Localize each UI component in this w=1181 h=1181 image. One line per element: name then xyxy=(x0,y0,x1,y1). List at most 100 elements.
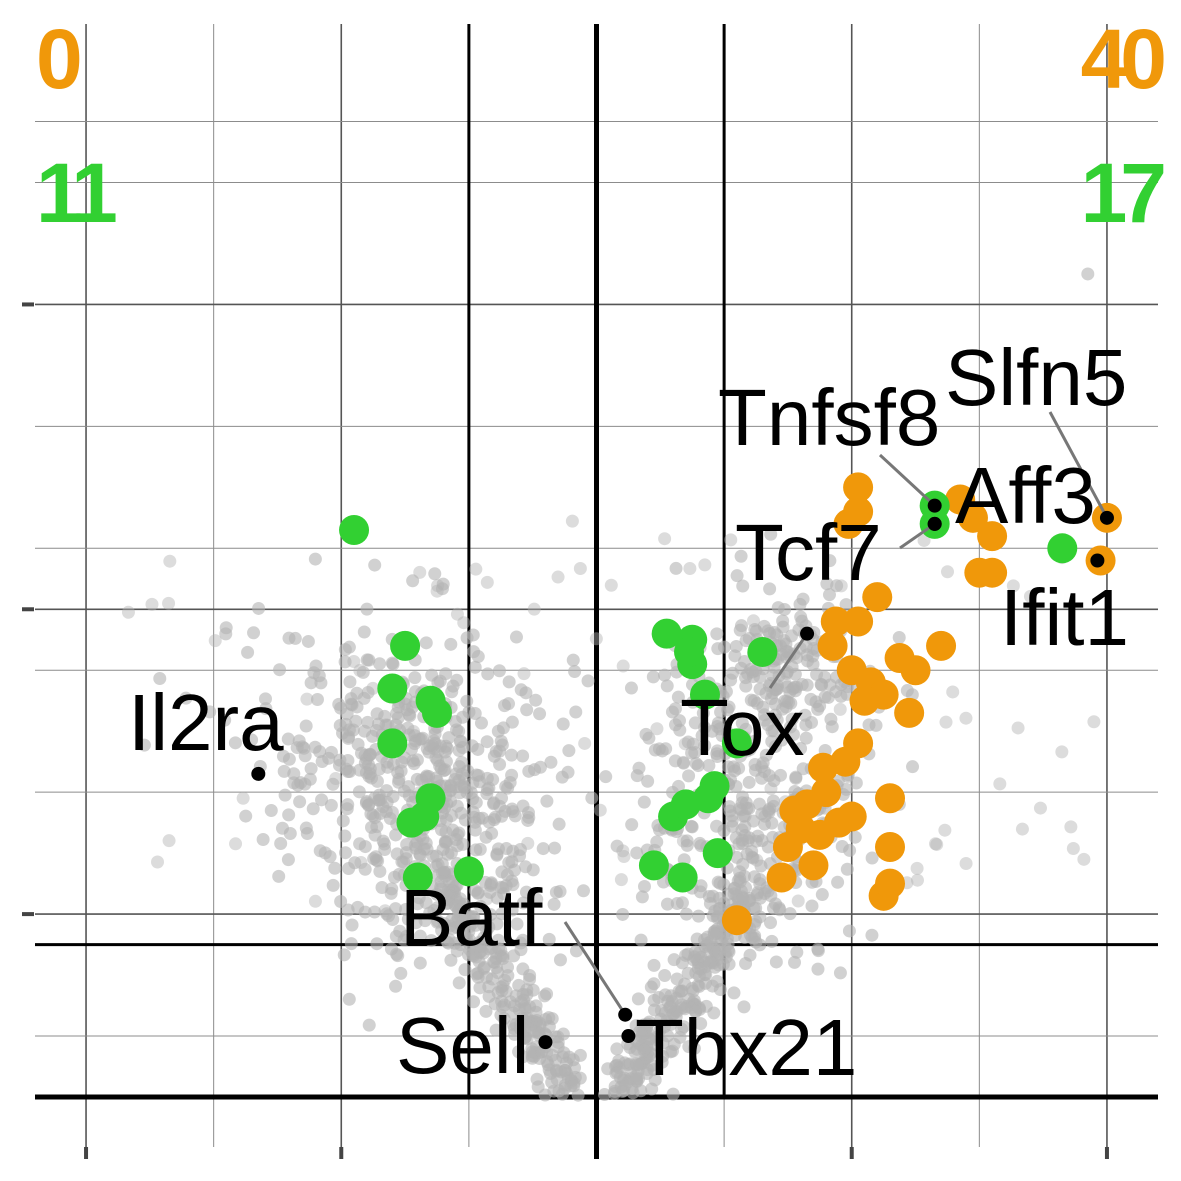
gene-point xyxy=(763,916,777,930)
gene-point xyxy=(739,796,753,810)
gene-point xyxy=(328,861,342,875)
gene-point xyxy=(940,565,954,579)
count-up-right: 40 xyxy=(1081,12,1165,106)
gene-point xyxy=(799,718,813,732)
gene-point xyxy=(333,718,347,732)
up-gene-point xyxy=(820,606,851,637)
gene-point xyxy=(399,929,413,943)
count-up-left: 0 xyxy=(36,12,80,106)
gene-point xyxy=(742,775,756,789)
gene-point xyxy=(495,738,509,752)
gene-point xyxy=(392,775,406,789)
gene-point xyxy=(788,955,802,969)
gene-point xyxy=(368,905,382,919)
gene-point xyxy=(372,762,386,776)
gene-point xyxy=(324,798,338,812)
gene-point xyxy=(688,1004,702,1018)
gene-point xyxy=(370,937,384,951)
gene-point xyxy=(452,976,466,990)
gene-point xyxy=(555,770,569,784)
gene-point xyxy=(413,929,427,943)
gene-point xyxy=(630,1058,644,1072)
gene-point xyxy=(794,742,808,756)
gene-point xyxy=(848,830,862,844)
gene-point xyxy=(688,716,702,730)
gene-point xyxy=(571,1088,585,1102)
label-leader-tcf7 xyxy=(899,522,936,550)
gene-point xyxy=(208,634,222,648)
gene-point xyxy=(478,875,492,889)
gene-point xyxy=(444,953,458,967)
gene-point xyxy=(481,667,495,681)
gene-point xyxy=(910,873,924,887)
gene-point xyxy=(637,1043,651,1057)
up-gene-point xyxy=(957,502,988,533)
gene-point xyxy=(454,779,468,793)
gene-point xyxy=(610,1042,624,1056)
labeled-gene-point-batf xyxy=(618,1007,633,1022)
gene-point xyxy=(665,705,679,719)
gene-point xyxy=(385,805,399,819)
gene-point xyxy=(229,837,243,851)
gene-point xyxy=(151,855,165,869)
gene-point xyxy=(356,665,370,679)
gene-point xyxy=(749,914,763,928)
gene-point xyxy=(833,702,847,716)
gene-point xyxy=(282,808,296,822)
gene-point xyxy=(635,890,649,904)
gene-point xyxy=(341,798,355,812)
gene-point xyxy=(336,814,350,828)
down-gene-point xyxy=(390,630,421,661)
down-gene-point xyxy=(421,697,452,728)
gene-point xyxy=(436,842,450,856)
gene-point xyxy=(938,823,952,837)
gene-point xyxy=(318,846,332,860)
gene-point xyxy=(993,777,1007,791)
gene-point xyxy=(736,857,750,871)
gene-point xyxy=(702,758,716,772)
gene-point xyxy=(822,588,836,602)
gene-point xyxy=(509,630,523,644)
gene-point xyxy=(468,660,482,674)
gene-point xyxy=(831,875,845,889)
gene-point xyxy=(491,966,505,980)
gene-point xyxy=(796,592,810,606)
gene-label-tox: Tox xyxy=(680,683,805,772)
gene-point xyxy=(743,928,757,942)
gene-point xyxy=(402,707,416,721)
gene-point xyxy=(342,992,356,1006)
gene-point xyxy=(712,902,726,916)
gene-point xyxy=(337,948,351,962)
up-gene-point xyxy=(875,868,906,899)
gene-point xyxy=(716,957,730,971)
gene-point xyxy=(671,690,685,704)
gene-point xyxy=(647,993,661,1007)
gene-point xyxy=(431,579,445,593)
gene-point xyxy=(617,1083,631,1097)
down-gene-point xyxy=(651,618,682,649)
gene-point xyxy=(569,705,583,719)
gene-point xyxy=(454,734,468,748)
gene-point xyxy=(727,760,741,774)
gene-point xyxy=(351,900,365,914)
gene-point xyxy=(505,748,519,762)
labeled-gene-point-slfn5 xyxy=(1099,510,1114,525)
gene-point xyxy=(408,671,422,685)
gene-point xyxy=(815,888,829,902)
gene-point xyxy=(338,655,352,669)
gene-point xyxy=(538,989,552,1003)
gene-point xyxy=(530,1072,544,1086)
gene-point xyxy=(431,745,445,759)
gene-point xyxy=(820,577,834,591)
gene-point xyxy=(678,1002,692,1016)
gene-point xyxy=(469,562,483,576)
gene-point xyxy=(795,678,809,692)
gene-point xyxy=(653,1023,667,1037)
gene-point xyxy=(533,707,547,721)
down-gene-point xyxy=(377,728,408,759)
gene-point xyxy=(162,596,176,610)
gene-point xyxy=(467,995,481,1009)
labeled-gene-point-ifit1 xyxy=(1090,553,1105,568)
gene-point xyxy=(658,668,672,682)
gene-point xyxy=(737,1000,751,1014)
